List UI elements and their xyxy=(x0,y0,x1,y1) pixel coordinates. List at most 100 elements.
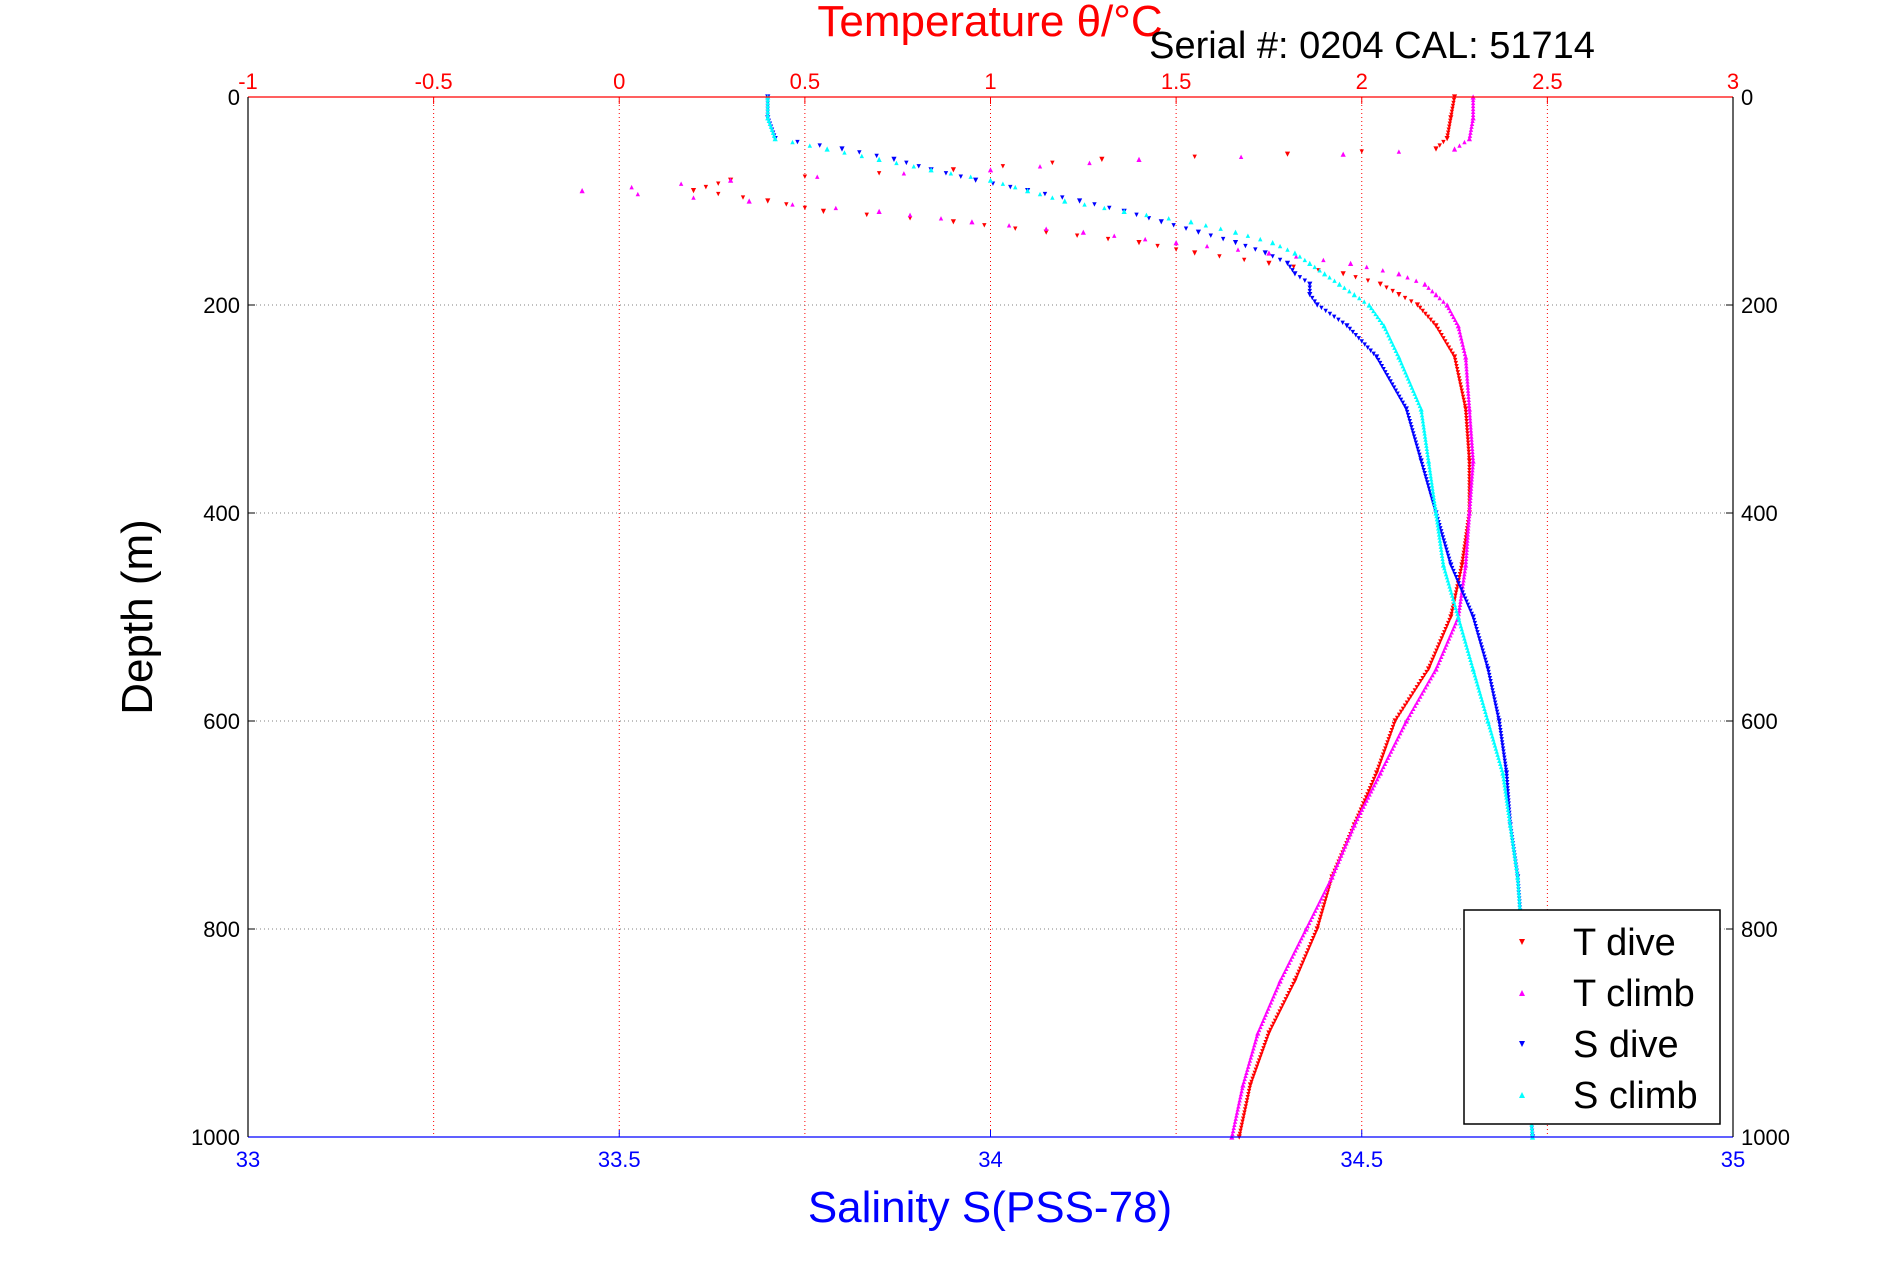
series-marker xyxy=(1464,370,1469,375)
series-marker xyxy=(1253,1067,1259,1072)
series-marker xyxy=(1470,112,1476,118)
series-marker xyxy=(1441,538,1447,543)
data-point xyxy=(1455,614,1461,620)
series-marker xyxy=(1346,835,1352,840)
legend-label: S dive xyxy=(1573,1024,1679,1066)
series-marker xyxy=(1413,440,1419,445)
series-marker xyxy=(1366,789,1371,794)
data-point xyxy=(1425,666,1432,672)
data-point xyxy=(876,156,882,162)
series-marker xyxy=(1300,932,1306,938)
series-marker xyxy=(1467,501,1473,507)
series-marker xyxy=(1404,700,1410,705)
series-marker xyxy=(1469,660,1474,666)
data-point xyxy=(1433,146,1439,152)
series-marker xyxy=(1499,740,1505,745)
series-marker xyxy=(1240,1119,1245,1124)
data-point xyxy=(973,177,979,183)
series-marker xyxy=(1463,596,1468,601)
data-point xyxy=(1459,562,1465,568)
series-marker xyxy=(1208,233,1213,238)
series-marker xyxy=(1092,202,1097,207)
data-point xyxy=(1448,614,1454,620)
series-marker xyxy=(1425,455,1431,461)
series-marker xyxy=(1458,596,1464,601)
salinity-tick-label: 33 xyxy=(236,1147,260,1172)
series-marker xyxy=(1497,724,1503,730)
series-marker xyxy=(1468,428,1474,433)
series-marker xyxy=(1393,388,1399,393)
series-marker xyxy=(1457,602,1463,607)
series-marker xyxy=(1469,480,1474,485)
series-marker xyxy=(1446,581,1451,586)
series-marker xyxy=(1243,1073,1248,1079)
data-point xyxy=(1444,136,1450,142)
series-marker xyxy=(1373,779,1378,785)
series-marker xyxy=(1037,164,1043,169)
series-marker xyxy=(1414,278,1419,283)
series-marker xyxy=(1408,422,1413,427)
series-marker xyxy=(1430,489,1436,494)
series-marker xyxy=(1460,590,1465,595)
series-marker xyxy=(1420,464,1426,470)
series-marker xyxy=(1287,960,1292,965)
series-marker xyxy=(1365,345,1370,350)
series-marker xyxy=(1507,816,1512,822)
temperature-tick-label: 0.5 xyxy=(790,69,821,94)
series-marker xyxy=(1466,523,1471,528)
series-marker xyxy=(1484,660,1489,666)
series-marker xyxy=(1411,706,1416,711)
legend-marker xyxy=(1519,1092,1525,1098)
salinity-tick-label: 34 xyxy=(978,1147,1002,1172)
series-marker xyxy=(1419,461,1425,467)
series-t-climb xyxy=(579,94,1476,1140)
series-marker xyxy=(1465,529,1471,534)
series-marker xyxy=(1449,112,1454,118)
series-marker xyxy=(1434,648,1439,653)
series-marker xyxy=(1384,758,1389,763)
data-point xyxy=(824,146,830,152)
series-marker xyxy=(1439,532,1445,537)
series-marker xyxy=(1271,994,1276,999)
series-marker xyxy=(1258,236,1263,242)
series-marker xyxy=(1285,963,1290,968)
series-marker xyxy=(1468,489,1474,494)
series-marker xyxy=(1398,709,1404,715)
series-marker xyxy=(1456,581,1461,586)
series-marker xyxy=(1396,149,1402,154)
series-marker xyxy=(1496,715,1501,721)
series-marker xyxy=(1434,516,1440,522)
data-point xyxy=(1463,354,1469,360)
series-marker xyxy=(1493,703,1499,708)
series-marker xyxy=(1452,602,1457,607)
data-point xyxy=(1485,718,1491,724)
series-marker xyxy=(1466,446,1471,451)
series-marker xyxy=(1398,397,1404,403)
series-marker xyxy=(1320,908,1325,913)
series-marker xyxy=(1232,1119,1238,1124)
series-marker xyxy=(1043,226,1049,231)
series-marker xyxy=(1232,1122,1237,1127)
data-point xyxy=(876,208,882,214)
series-marker xyxy=(1249,1052,1254,1057)
series-marker xyxy=(1247,1085,1252,1091)
series-marker xyxy=(1289,984,1295,990)
series-marker xyxy=(1460,342,1465,347)
series-marker xyxy=(1468,495,1473,500)
series-marker xyxy=(1465,538,1470,543)
series-marker xyxy=(1466,403,1472,409)
series-marker xyxy=(1464,415,1469,421)
series-marker xyxy=(1493,746,1499,751)
series-marker xyxy=(1336,859,1341,864)
series-marker xyxy=(1282,1000,1287,1005)
series-marker xyxy=(1467,461,1472,467)
series-marker xyxy=(815,174,820,179)
series-marker xyxy=(802,205,808,211)
series-marker xyxy=(1446,636,1452,641)
series-marker xyxy=(1384,373,1390,378)
salinity-tick-label: 35 xyxy=(1721,1147,1745,1172)
series-marker xyxy=(1486,721,1492,727)
series-marker xyxy=(1323,308,1328,314)
grid xyxy=(248,97,1733,1137)
series-marker xyxy=(1449,608,1455,614)
